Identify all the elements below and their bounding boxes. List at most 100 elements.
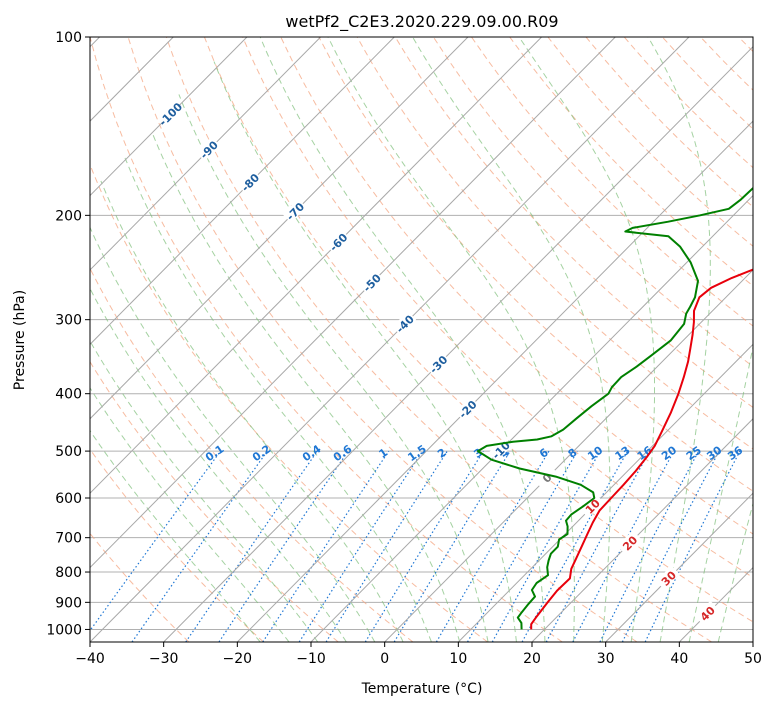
y-tick-label: 400 [55,387,82,403]
moist-adiabat [90,387,290,642]
moist-adiabat [647,37,711,642]
mixing-ratio-label: 0.4 [300,442,324,464]
isotherm-line [384,269,753,642]
moist-adiabat [90,340,319,642]
moist-adiabat [327,37,575,642]
isotherm-line [90,37,469,420]
mixing-ratio-line [364,450,485,642]
isotherm-line [90,37,542,494]
moist-adiabat [688,344,753,642]
mixing-ratio-label: 20 [659,443,679,463]
dry-adiabat [90,267,414,642]
mixing-ratio-label: 0.1 [203,442,226,464]
x-tick-label: −10 [296,651,326,667]
moist-adiabat [259,37,546,642]
moist-adiabat [178,94,489,642]
isotherm-line [90,37,395,346]
y-tick-label: 800 [55,565,82,581]
x-axis: −40 −30 −20 −10 0 10 20 30 40 50 [75,642,762,667]
mixing-ratio-label: 0.6 [331,442,355,464]
moist-adiabat [717,501,753,642]
line-labels: 0.1 0.2 0.4 0.6 1 1.5 2 3 4 6 8 10 13 16 20 25 30 36-100-… [157,100,746,625]
dry-adiabat [318,37,753,492]
x-tick-label: 50 [744,651,762,667]
x-tick-label: −20 [223,651,253,667]
isotherm-line [90,37,248,197]
dry-adiabat [127,37,638,642]
moist-adiabat [100,180,404,642]
isotherm-line [678,566,753,642]
isotherm-label-bg [617,530,642,555]
y-tick-label: 1000 [46,622,82,638]
isotherm-line [90,37,321,271]
plot-frame [89,36,754,643]
isotherm-label-bg [454,396,480,421]
isotherm-label-bg [392,311,417,336]
isotherm-line [236,120,753,642]
moist-adiabat [90,429,261,642]
isotherm-label-bg [694,600,719,625]
dry-adiabat [432,37,753,368]
dry-adiabat [90,360,339,642]
isotherm-line [531,418,753,642]
x-tick-label: 10 [449,651,467,667]
chart-title: wetPf2_C2E3.2020.229.09.00.R09 [285,12,558,32]
dry-adiabat [90,448,264,642]
y-tick-label: 700 [55,531,82,547]
mixing-ratio-line [521,450,629,642]
isotherm-label-bg [425,351,450,376]
dewpoint-line [476,186,753,630]
y-tick-label: 500 [55,444,82,460]
mixing-ratio-line [262,450,390,642]
isotherm-line [605,492,753,642]
dry-adiabat [738,37,753,53]
y-tick-label: 300 [55,313,82,329]
isotherm-label-bg [282,198,307,223]
x-axis-title: Temperature (°C) [361,681,483,697]
grid-lines [90,37,753,630]
dry-adiabat [623,37,753,169]
mixing-ratio-line [90,450,221,632]
isotherm-label-bg [157,101,182,126]
moist-adiabat [90,287,347,642]
dry-adiabat [356,37,753,450]
x-tick-label: −40 [75,651,105,667]
mixing-ratio-label: 6 [537,446,551,461]
dry-adiabat [509,37,753,287]
dry-adiabat [203,37,753,623]
x-tick-label: 40 [670,651,688,667]
isotherm-label-bg [237,169,262,194]
mixing-ratio-line [545,450,651,642]
mixing-ratio-line [435,450,550,642]
isotherm-label-bg [359,270,384,295]
isotherm-label-bg [325,229,350,254]
mixing-ratio-line [572,450,675,642]
mixing-ratio-line [599,450,700,642]
mixing-ratio-line [185,450,318,642]
y-tick-label: 600 [55,491,82,507]
profile-series [476,186,753,630]
dry-adiabat [90,163,488,642]
y-tick-label: 900 [55,595,82,611]
isotherm-line [163,46,753,642]
dry-adiabat [90,37,563,642]
moist-adiabat [90,226,376,642]
y-axis-title: Pressure (hPa) [12,290,28,390]
isotherm-line [752,641,753,642]
isotherm-label-bg [196,137,221,162]
mixing-ratio-line [218,450,349,642]
dry-adiabat [165,37,712,642]
mixing-ratio-line [325,450,448,642]
mixing-ratio-label: 1 [377,446,391,461]
x-tick-label: 30 [597,651,615,667]
mixing-ratio-label: 36 [725,443,745,463]
mixing-ratio-label: 1.5 [405,442,428,464]
isotherm-line [457,343,753,642]
dry-adiabat [661,37,753,130]
mixing-ratio-label: 25 [684,444,704,463]
mixing-ratio-line [621,450,720,642]
y-tick-label: 200 [55,208,82,224]
isotherm-label-bg [579,493,604,518]
y-tick-label: 100 [55,30,82,46]
